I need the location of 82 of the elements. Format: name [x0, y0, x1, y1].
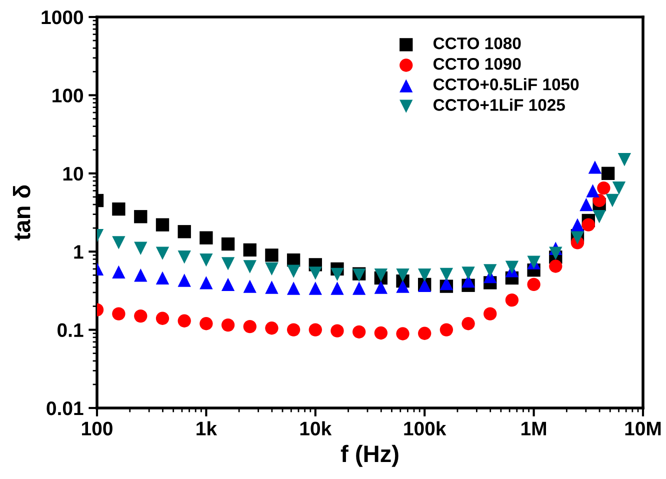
point — [308, 266, 322, 280]
point — [156, 218, 170, 232]
point — [352, 282, 366, 295]
point — [134, 242, 148, 255]
legend-label: CCTO 1090 — [433, 58, 521, 70]
point — [243, 280, 256, 293]
point — [112, 236, 126, 250]
point — [265, 262, 278, 276]
point — [549, 260, 562, 273]
legend-label: CCTO+1LiF 1025 — [433, 98, 565, 111]
point — [200, 317, 213, 330]
y-tick-label: 0.1 — [58, 323, 84, 338]
point — [221, 257, 235, 270]
point — [286, 282, 300, 295]
y-tick-label: 10 — [63, 166, 84, 181]
point — [549, 246, 562, 260]
point — [156, 312, 170, 325]
y-tick-label: 0.01 — [46, 401, 84, 416]
point — [243, 243, 256, 257]
point — [440, 268, 454, 282]
point — [200, 276, 213, 290]
point — [396, 327, 410, 340]
point — [265, 248, 278, 262]
point — [374, 268, 388, 282]
point — [286, 323, 300, 336]
point — [418, 326, 432, 340]
point — [286, 264, 300, 278]
legend-label: CCTO+0.5LiF 1050 — [433, 78, 579, 90]
x-axis-title: f (Hz) — [340, 444, 398, 467]
point — [221, 318, 235, 332]
point — [112, 307, 126, 320]
point — [221, 237, 235, 251]
point — [265, 280, 278, 294]
point — [592, 210, 606, 224]
point — [396, 280, 410, 293]
point — [352, 325, 366, 338]
x-tick-label: 10M — [625, 422, 661, 436]
point — [330, 282, 344, 295]
point — [330, 268, 344, 282]
point — [200, 253, 213, 267]
point — [134, 210, 148, 224]
point — [178, 225, 191, 238]
point — [396, 268, 410, 282]
point — [134, 268, 148, 282]
point — [374, 280, 388, 294]
point — [505, 293, 519, 307]
point — [178, 250, 191, 264]
point — [112, 265, 126, 278]
point — [570, 218, 584, 232]
point — [178, 314, 191, 328]
point — [330, 324, 344, 338]
y-axis-title: tan δ — [12, 185, 30, 240]
point — [265, 322, 278, 335]
point — [243, 260, 256, 274]
point — [221, 278, 235, 292]
point — [156, 271, 170, 285]
y-tick-label: 100 — [52, 88, 84, 102]
legend-label: CCTO 1080 — [433, 37, 521, 50]
point — [505, 260, 519, 274]
point — [462, 266, 475, 280]
point — [112, 202, 126, 216]
point — [156, 246, 170, 260]
point — [440, 323, 454, 336]
point — [308, 282, 322, 295]
y-tick-label: 1 — [74, 245, 84, 259]
point — [418, 268, 432, 282]
x-tick-label: 10k — [300, 421, 332, 436]
x-tick-label: 1k — [196, 421, 218, 436]
y-tick-label: 1000 — [42, 10, 84, 24]
point — [374, 326, 388, 340]
point — [178, 274, 191, 287]
x-tick-label: 100k — [404, 421, 446, 436]
point — [462, 317, 475, 330]
point — [243, 320, 256, 334]
point — [484, 307, 497, 320]
point — [200, 231, 213, 244]
x-tick-label: 100 — [82, 422, 112, 436]
x-tick-label: 1M — [522, 422, 546, 436]
point — [484, 264, 497, 278]
point — [527, 278, 540, 292]
point — [308, 323, 322, 336]
point — [134, 309, 148, 323]
